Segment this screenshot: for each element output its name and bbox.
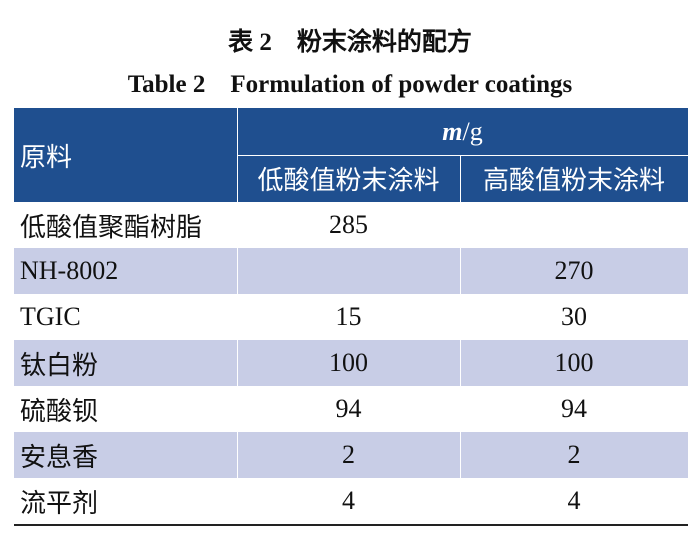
cell-value: 4 [342, 486, 355, 515]
header-column: 低酸值粉末涂料 [257, 166, 440, 195]
row-bg [14, 432, 688, 478]
cell-value: 30 [561, 302, 587, 331]
title-cn: 表 2 粉末涂料的配方 [228, 29, 472, 56]
col-divider [460, 340, 461, 386]
col-divider [460, 248, 461, 294]
cell-value: 4 [567, 486, 581, 515]
cell-value: 94 [335, 394, 362, 423]
header-unit: m/g [237, 108, 688, 155]
col-divider [460, 432, 461, 478]
header-divider [237, 155, 688, 156]
cell-value: 100 [329, 348, 368, 377]
row-label: NH-8002 [20, 256, 119, 285]
cell-value: 270 [554, 256, 594, 285]
cell-value: 100 [554, 348, 594, 377]
col-divider [237, 340, 238, 386]
cell-value: 2 [567, 440, 581, 469]
cell-value: 94 [561, 394, 587, 423]
row-bg [14, 248, 688, 294]
unit-rest: /g [462, 116, 483, 146]
row-label: 钛白粉 [20, 350, 99, 380]
table: 原料 m/g 低酸值粉末涂料 高酸值粉末涂料低酸值聚酯树脂 285 NH-8002 27… [14, 108, 688, 526]
header-first: 原料 [20, 142, 73, 172]
row-label: 安息香 [20, 442, 99, 472]
unit-symbol: m [442, 116, 463, 146]
row-label: 流平剂 [20, 488, 99, 518]
cell-value: 2 [342, 440, 355, 469]
header-column: 高酸值粉末涂料 [482, 166, 665, 195]
bottom-rule [14, 524, 688, 526]
cell-value: 285 [329, 210, 368, 239]
col-divider [237, 248, 238, 294]
cell-value: 15 [335, 302, 362, 331]
row-bg [14, 340, 688, 386]
col-divider [460, 155, 461, 202]
col-divider [237, 108, 238, 202]
row-label: 硫酸钡 [20, 396, 99, 426]
title-en: Table 2 Formulation of powder coatings [127, 71, 573, 98]
row-label: TGIC [20, 302, 81, 331]
col-divider [237, 432, 238, 478]
row-label: 低酸值聚酯树脂 [20, 212, 203, 242]
